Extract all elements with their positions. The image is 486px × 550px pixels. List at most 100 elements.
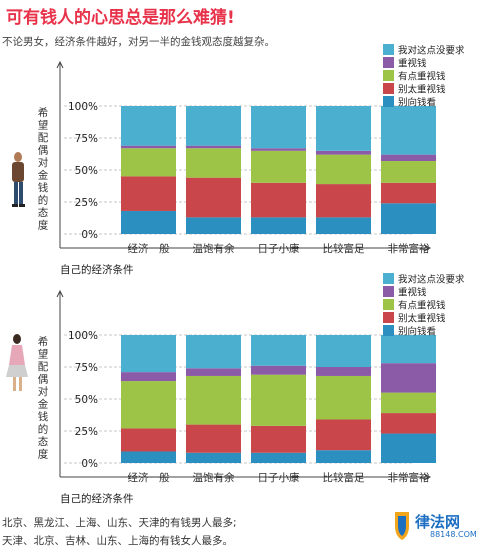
bar-segment bbox=[316, 184, 371, 218]
x-axis-label: 自己的经济条件 bbox=[60, 492, 134, 505]
bar-segment bbox=[121, 428, 176, 452]
y-tick-label: 75% bbox=[75, 133, 98, 145]
y-axis-label-char: 偶 bbox=[38, 144, 49, 157]
logo-url: 88148.COM bbox=[430, 530, 477, 539]
bar-segment bbox=[186, 106, 241, 146]
y-axis-label-char: 对 bbox=[38, 385, 49, 398]
y-axis-label-char: 配 bbox=[38, 361, 49, 373]
bar-segment bbox=[186, 368, 241, 376]
bar-segment bbox=[316, 150, 371, 155]
bar-segment bbox=[186, 177, 241, 218]
bar-segment bbox=[186, 452, 241, 463]
y-tick-label: 0% bbox=[81, 458, 98, 470]
y-axis-label-char: 钱 bbox=[38, 181, 49, 194]
y-tick-label: 75% bbox=[75, 362, 98, 374]
legend-label: 别向钱看 bbox=[398, 326, 436, 338]
y-axis-label-char: 偶 bbox=[38, 373, 49, 386]
y-tick-label: 0% bbox=[81, 229, 98, 241]
legend-swatch bbox=[383, 286, 394, 297]
legend-swatch bbox=[383, 312, 394, 323]
x-category-label: 日子小康 bbox=[258, 471, 300, 484]
bar-segment bbox=[381, 182, 436, 204]
bar-segment bbox=[381, 154, 436, 162]
y-axis-label-char: 望 bbox=[38, 348, 49, 361]
x-category-label: 经济一般 bbox=[128, 471, 170, 484]
bar-segment bbox=[186, 375, 241, 425]
y-tick-label: 50% bbox=[75, 165, 98, 177]
x-category-label: 比较富足 bbox=[323, 471, 365, 484]
logo-name: 律法网 bbox=[415, 513, 461, 531]
y-tick-label: 100% bbox=[68, 101, 98, 113]
bar-segment bbox=[186, 424, 241, 453]
bar-segment bbox=[186, 145, 241, 149]
y-axis-label-char: 度 bbox=[38, 448, 49, 461]
footer-line-1: 北京、黑龙江、上海、山东、天津的有钱男人最多; bbox=[2, 517, 237, 529]
bar-segment bbox=[251, 217, 306, 234]
bar-segment bbox=[251, 150, 306, 183]
bar-segment bbox=[251, 106, 306, 149]
y-axis-label-char: 态 bbox=[38, 435, 49, 448]
legend-label: 有点重视钱 bbox=[398, 71, 446, 83]
bar-segment bbox=[251, 182, 306, 218]
bar-segment bbox=[121, 381, 176, 429]
y-tick-label: 25% bbox=[75, 426, 98, 438]
y-axis-arrow-icon bbox=[56, 289, 64, 298]
x-axis-arrow-icon bbox=[423, 244, 432, 252]
bar-segment bbox=[381, 106, 436, 155]
bar-segment bbox=[121, 145, 176, 149]
legend-label: 别太重视钱 bbox=[398, 84, 446, 96]
bar-segment bbox=[381, 203, 436, 234]
y-axis-label-char: 对 bbox=[38, 156, 49, 169]
x-category-label: 日子小康 bbox=[258, 242, 300, 255]
bar-segment bbox=[381, 413, 436, 434]
y-tick-label: 50% bbox=[75, 394, 98, 406]
x-category-label: 温饱有余 bbox=[193, 242, 235, 255]
chart-subtitle: 不论男女，经济条件越好，对另一半的金钱观态度越复杂。 bbox=[2, 36, 275, 48]
legend-label: 重视钱 bbox=[398, 58, 427, 70]
bar-segment bbox=[316, 106, 371, 151]
y-axis-label-char: 度 bbox=[38, 219, 49, 232]
legend-label: 我对这点没要求 bbox=[398, 45, 465, 57]
bar-segment bbox=[251, 425, 306, 453]
bar-segment bbox=[316, 367, 371, 376]
y-axis-label-char: 的 bbox=[38, 423, 49, 436]
y-axis-label-char: 的 bbox=[38, 194, 49, 207]
legend-label: 重视钱 bbox=[398, 287, 427, 299]
y-tick-label: 100% bbox=[68, 330, 98, 342]
legend-label: 我对这点没要求 bbox=[398, 274, 465, 286]
bar-segment bbox=[121, 176, 176, 211]
bar-segment bbox=[186, 217, 241, 234]
x-axis-label: 自己的经济条件 bbox=[60, 263, 134, 276]
bar-segment bbox=[381, 433, 436, 463]
male-chart: 100% 75% 50% 25% 0% 经济一般 温饱有余 日子小康 比较富足 非常富裕 我对这点没… bbox=[12, 44, 465, 276]
bar-segment bbox=[121, 451, 176, 463]
legend-swatch bbox=[383, 44, 394, 55]
x-category-label: 比较富足 bbox=[323, 242, 365, 255]
bar-segment bbox=[251, 452, 306, 463]
bar-segment bbox=[316, 450, 371, 463]
bar-segment bbox=[121, 335, 176, 373]
man-figure-icon bbox=[12, 152, 25, 207]
legend-label: 有点重视钱 bbox=[398, 300, 446, 312]
y-axis-label-char: 希 bbox=[38, 106, 49, 119]
legend-swatch bbox=[383, 70, 394, 81]
legend-swatch bbox=[383, 299, 394, 310]
bar-segment bbox=[381, 335, 436, 364]
legend-swatch bbox=[383, 325, 394, 336]
y-axis-label-char: 金 bbox=[38, 169, 49, 182]
bar-segment bbox=[316, 375, 371, 420]
bar-segment bbox=[251, 148, 306, 151]
footer-line-2: 天津、北京、吉林、山东、上海的有钱女人最多。 bbox=[2, 535, 233, 547]
bar-segment bbox=[251, 374, 306, 426]
bar-segment bbox=[316, 419, 371, 451]
y-axis-label-char: 金 bbox=[38, 398, 49, 411]
y-tick-label: 25% bbox=[75, 197, 98, 209]
bar-segment bbox=[316, 217, 371, 234]
bar-segment bbox=[121, 106, 176, 146]
y-axis-label-char: 态 bbox=[38, 206, 49, 219]
legend-label: 别太重视钱 bbox=[398, 313, 446, 325]
bar-segment bbox=[186, 335, 241, 369]
bar-segment bbox=[251, 365, 306, 375]
y-axis-label-char: 配 bbox=[38, 132, 49, 144]
y-axis-label-char: 希 bbox=[38, 335, 49, 348]
